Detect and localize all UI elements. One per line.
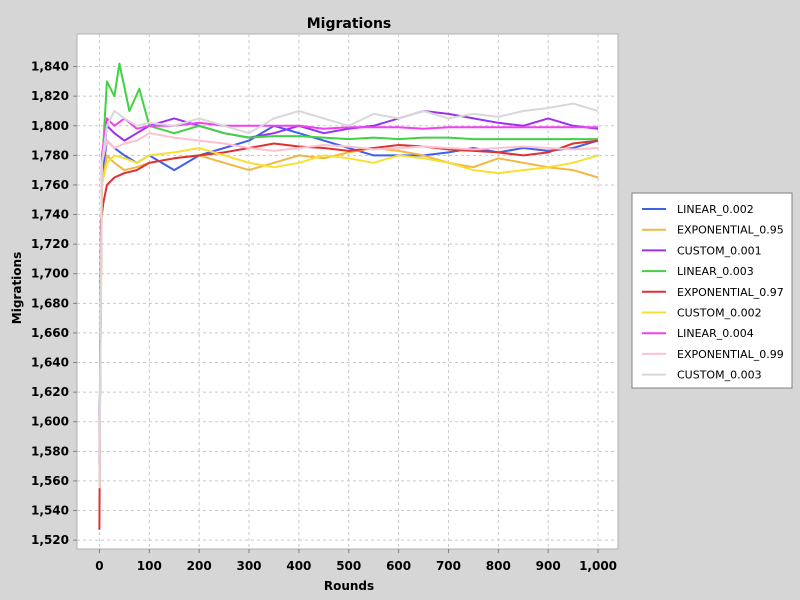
- y-tick-label: 1,600: [31, 415, 69, 429]
- y-tick-label: 1,820: [31, 89, 69, 103]
- y-tick-label: 1,720: [31, 237, 69, 251]
- x-tick-label: 600: [386, 559, 411, 573]
- legend: LINEAR_0.002 EXPONENTIAL_0.95 CUSTOM_0.001…: [631, 192, 793, 389]
- series-line-custom-0-002: [98, 147, 599, 474]
- x-tick-label: 300: [236, 559, 261, 573]
- x-tick-label: 1,000: [579, 559, 617, 573]
- y-tick-label: 1,760: [31, 178, 69, 192]
- legend-label: CUSTOM_0.003: [677, 369, 762, 382]
- x-axis-label: Rounds: [324, 579, 374, 593]
- axes: 0 100 200 300 400 500 600 700 800 900 1,000 1,520 1,…: [31, 60, 617, 573]
- plot-area: [76, 33, 619, 550]
- x-tick-label: 800: [486, 559, 511, 573]
- series-line-exponential-0-97: [98, 139, 599, 530]
- x-tick-label: 500: [336, 559, 361, 573]
- y-tick-label: 1,740: [31, 208, 69, 222]
- series-line-custom-0-003: [98, 102, 599, 489]
- y-tick-label: 1,640: [31, 356, 69, 370]
- y-tick-label: 1,580: [31, 444, 69, 458]
- y-tick-label: 1,700: [31, 267, 69, 281]
- x-tick-label: 400: [286, 559, 311, 573]
- x-tick-label: 200: [187, 559, 212, 573]
- legend-label: EXPONENTIAL_0.99: [677, 348, 784, 361]
- legend-box: [631, 192, 793, 389]
- legend-label: EXPONENTIAL_0.95: [677, 224, 784, 237]
- y-tick-label: 1,800: [31, 119, 69, 133]
- y-tick-label: 1,520: [31, 533, 69, 547]
- y-axis-label: Migrations: [10, 252, 24, 324]
- chart-title: Migrations: [307, 16, 392, 32]
- y-tick-label: 1,840: [31, 60, 69, 74]
- series-lines: [98, 62, 599, 530]
- x-tick-label: 900: [536, 559, 561, 573]
- y-tick-label: 1,560: [31, 474, 69, 488]
- series-line-exponential-0-95: [98, 147, 599, 481]
- y-tick-label: 1,540: [31, 504, 69, 518]
- legend-label: CUSTOM_0.002: [677, 307, 762, 320]
- legend-label: LINEAR_0.003: [677, 265, 754, 278]
- y-tick-label: 1,780: [31, 148, 69, 162]
- series-line-exponential-0-99: [98, 132, 599, 481]
- x-tick-label: 0: [95, 559, 103, 573]
- y-tick-label: 1,620: [31, 385, 69, 399]
- legend-label: LINEAR_0.002: [677, 203, 754, 216]
- legend-label: LINEAR_0.004: [677, 327, 754, 340]
- legend-label: EXPONENTIAL_0.97: [677, 286, 784, 299]
- y-tick-label: 1,680: [31, 296, 69, 310]
- x-tick-label: 700: [436, 559, 461, 573]
- legend-label: CUSTOM_0.001: [677, 244, 762, 257]
- x-tick-label: 100: [137, 559, 162, 573]
- y-tick-label: 1,660: [31, 326, 69, 340]
- series-line-linear-0-003: [98, 62, 599, 452]
